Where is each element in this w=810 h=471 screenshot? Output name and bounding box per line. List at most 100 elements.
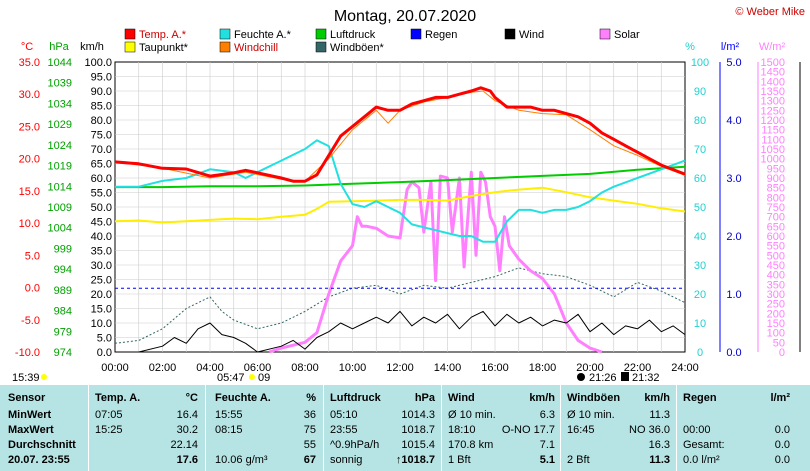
x-tick-label: 18:00 [529,362,557,374]
wind-tick-label: 0.0 [97,347,112,359]
stats-column-separator [676,385,677,471]
stats-cell: 0.0 [774,424,790,436]
stats-cell: 16.4 [176,409,198,421]
solar-tick-label: 600 [767,231,785,243]
stats-cell: 0.0 [774,439,790,451]
stats-header-cell: °C [185,392,198,404]
sunrise-minutes: 09 [258,372,270,384]
sunset-time: 21:26 [589,372,617,384]
humidity-tick-label: 100 [691,57,709,69]
x-tick-label: 04:00 [196,362,224,374]
stats-cell: 00:00 [683,424,711,436]
stats-cell: 16:45 [567,424,595,436]
wind-tick-label: 100.0 [84,57,112,69]
temp-tick-label: 10.0 [19,218,40,230]
x-tick-label: 08:00 [291,362,319,374]
humidity-tick-label: 50 [694,202,706,214]
temp-tick-label: 0.0 [25,283,40,295]
plot-grid [114,61,686,353]
stats-cell: 0.0 l/m² [683,454,720,466]
pressure-tick-label: 974 [54,347,72,359]
stats-row: MinWert 07:05 16.4 15:55 36 05:10 1014.3 Ø 10 m… [0,408,810,423]
x-tick-label: 16:00 [481,362,509,374]
solar-tick-label: 950 [767,163,785,175]
stats-cell: 20.07. 23:55 [8,454,70,466]
solar-tick-label: 1400 [761,76,785,88]
stats-cell: MinWert [8,409,52,421]
stats-cell: MaxWert [8,424,54,436]
wind-tick-label: 15.0 [91,304,112,316]
legend-swatch [315,28,327,40]
pressure-tick-label: 1009 [48,202,72,214]
pressure-tick-label: 1024 [48,140,72,152]
stats-row: MaxWert 15:25 30.2 08:15 75 23:55 1018.7 18:10 O… [0,423,810,438]
stats-cell: 67 [303,454,316,466]
solar-tick-label: 650 [767,221,785,233]
temp-tick-label: 35.0 [19,57,40,69]
chart-title: Montag, 20.07.2020 [334,8,476,25]
legend-label: Taupunkt* [139,42,189,54]
rain-tick-label: 2.0 [726,231,741,243]
solar-tick-label: 700 [767,212,785,224]
stats-cell: 5.1 [539,454,555,466]
stats-cell: 6.3 [539,409,555,421]
pressure-tick-label: 1014 [48,181,72,193]
solar-tick-label: 150 [767,318,785,330]
stats-header-cell: Regen [683,392,717,404]
stats-column-separator [88,385,89,471]
wind-tick-label: 35.0 [91,246,112,258]
wind-tick-label: 95.0 [91,72,112,84]
stats-cell: 170.8 km [448,439,494,451]
pressure-tick-label: 1019 [48,161,72,173]
pressure-tick-label: 1029 [48,119,72,131]
pressure-tick-label: 1044 [48,57,72,69]
stats-cell: 23:55 [330,424,358,436]
solar-tick-label: 250 [767,299,785,311]
solar-tick-label: 1200 [761,115,785,127]
stats-cell: 15:55 [215,409,243,421]
x-tick-label: 00:00 [101,362,129,374]
pressure-tick-label: 1039 [48,78,72,90]
stats-cell: 36 [303,409,316,421]
pressure-tick-label: 1004 [48,223,72,235]
chart-footer: 15:39 05:47 09 21:26 21:32 [12,372,660,384]
humidity-tick-label: 20 [694,289,706,301]
temp-tick-label: -10.0 [15,347,40,359]
series-line-taupunkt [114,186,686,224]
stats-cell: 11.3 [649,409,670,421]
moon-icon [577,373,585,381]
series-line-temp-a [114,86,686,183]
legend-swatch [219,41,231,53]
stats-cell: Durchschnitt [8,439,76,451]
temp-tick-label: 15.0 [19,186,40,198]
stats-cell: 2 Bft [567,454,590,466]
stats-cell: Ø 10 min. [448,409,496,421]
x-tick-label: 14:00 [434,362,462,374]
sun-icon [249,374,255,380]
pressure-unit-label: hPa [49,41,69,53]
stats-header-cell: Luftdruck [330,392,381,404]
solar-tick-label: 900 [767,173,785,185]
stats-column-separator [441,385,442,471]
solar-tick-label: 750 [767,202,785,214]
wind-tick-label: 80.0 [91,115,112,127]
stats-cell: 1014.3 [401,409,435,421]
solar-tick-label: 1100 [761,134,785,146]
legend-swatch [124,41,136,53]
moonset-time: 21:32 [632,372,660,384]
stats-cell: 0.0 [774,454,790,466]
solar-tick-label: 1300 [761,96,785,108]
wind-tick-label: 5.0 [97,333,112,345]
stats-cell: ^0.9hPa/h [330,439,380,451]
x-tick-label: 06:00 [244,362,272,374]
stats-cell: 18:10 [448,424,476,436]
wind-tick-label: 50.0 [91,202,112,214]
solar-tick-label: 1450 [761,67,785,79]
solar-tick-label: 1350 [761,86,785,98]
stats-cell: O-NO 17.7 [501,424,555,436]
stats-cell: 7.1 [539,439,555,451]
wind-tick-label: 20.0 [91,289,112,301]
legend-label: Windchill [234,42,278,54]
solar-tick-label: 350 [767,279,785,291]
solar-tick-label: 400 [767,270,785,282]
